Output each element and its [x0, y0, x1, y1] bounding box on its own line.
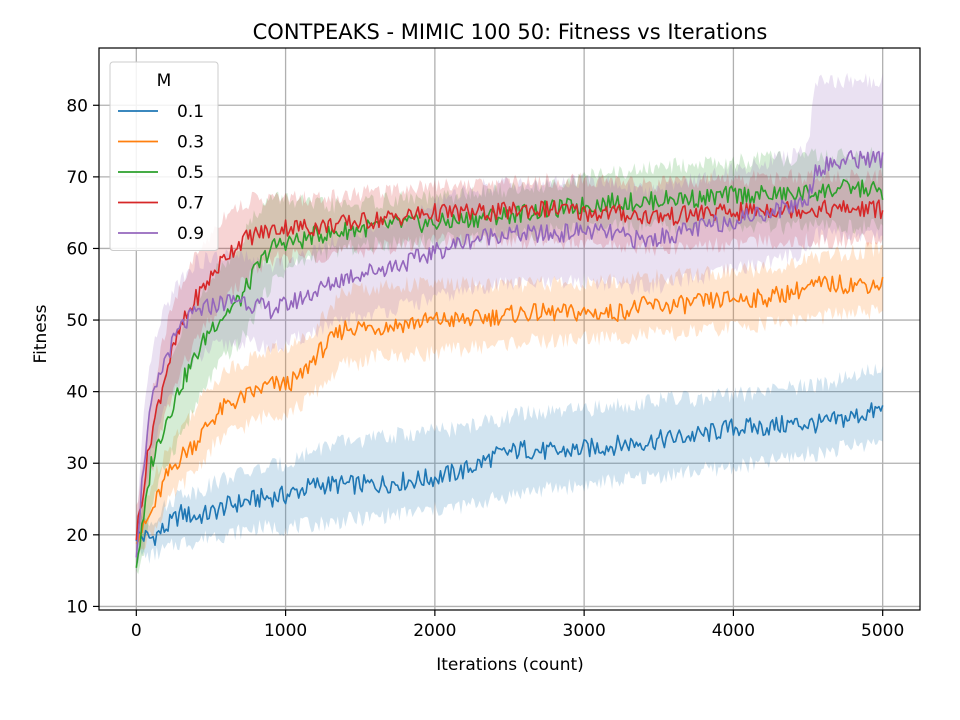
legend-label: 0.3: [177, 133, 204, 153]
x-axis-label: Iterations (count): [436, 655, 584, 675]
x-tick-label: 0: [131, 621, 142, 641]
chart-title: CONTPEAKS - MIMIC 100 50: Fitness vs Ite…: [253, 20, 768, 44]
legend-title: M: [157, 71, 172, 91]
x-tick-label: 1000: [264, 621, 307, 641]
y-tick-label: 60: [66, 239, 88, 259]
series-line-0_3: [135, 274, 884, 545]
series-band-0_3: [136, 242, 883, 552]
y-tick-label: 10: [66, 597, 88, 617]
y-tick-label: 20: [66, 526, 88, 546]
error-bands: [136, 72, 883, 575]
series-lines: [135, 150, 884, 568]
x-tick-label: 2000: [413, 621, 456, 641]
legend: M0.1 0.3 0.5 0.7 0.9: [109, 61, 219, 251]
x-tick-label: 4000: [712, 621, 755, 641]
y-tick-label: 80: [66, 96, 88, 116]
series-band-0_1: [136, 363, 883, 564]
series-line-0_5: [135, 178, 884, 568]
series-line-0_1: [135, 402, 884, 546]
series-line-0_9: [135, 150, 884, 558]
legend-label: 0.7: [177, 194, 204, 214]
series-band-0_9: [136, 72, 883, 566]
y-tick-label: 50: [66, 311, 88, 331]
y-tick-label: 40: [66, 383, 88, 403]
y-axis-label: Fitness: [31, 304, 51, 363]
axes: 0 1000 2000 3000 4000 5000 10 20 30 40 50 60 70 80: [66, 47, 921, 641]
x-tick-label: 3000: [563, 621, 606, 641]
x-tick-label: 5000: [861, 621, 904, 641]
y-tick-label: 30: [66, 454, 88, 474]
plot-frame: [98, 47, 921, 611]
y-tick-label: 70: [66, 168, 88, 188]
legend-label: 0.9: [177, 224, 204, 244]
grid: [99, 48, 920, 610]
series-band-0_7: [136, 168, 883, 553]
legend-label: 0.5: [177, 163, 204, 183]
legend-label: 0.1: [177, 102, 204, 122]
